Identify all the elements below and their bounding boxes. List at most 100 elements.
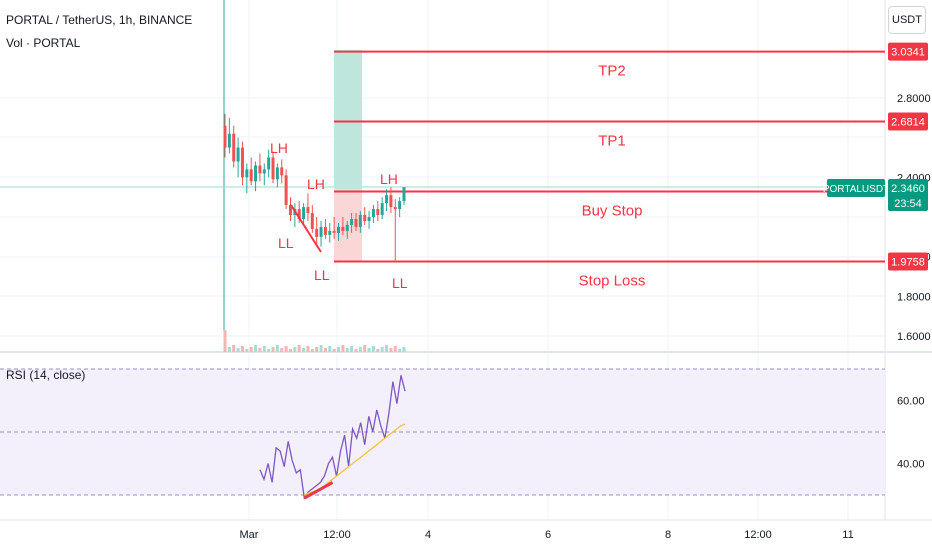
swing-label: LL <box>278 235 294 251</box>
candle-body <box>332 230 336 233</box>
candle-body <box>258 165 262 174</box>
candle-body <box>284 175 288 206</box>
volume-bar <box>240 346 244 352</box>
candle-body <box>267 157 271 170</box>
candle-body <box>380 203 384 216</box>
price-tick-label: 1.8000 <box>897 291 931 303</box>
time-tick-label: 4 <box>425 529 431 541</box>
level-label: Buy Stop <box>582 202 643 219</box>
candle-body <box>398 201 402 210</box>
rsi-tick-label: 40.00 <box>897 459 925 471</box>
volume-bar <box>232 345 236 352</box>
candle-body <box>345 224 349 231</box>
volume-bar <box>345 348 349 352</box>
volume-bar <box>393 346 397 352</box>
candle-body <box>306 207 310 214</box>
candle-body <box>315 228 319 237</box>
rsi-line <box>259 375 406 500</box>
time-tick-label: 12:00 <box>744 529 772 541</box>
volume-bar <box>275 345 279 352</box>
volume-bar <box>245 349 249 352</box>
time-tick-label: 11 <box>842 529 853 541</box>
candle-body <box>288 205 292 216</box>
candle-body <box>262 169 266 174</box>
level-label: TP1 <box>598 133 626 150</box>
candle-body <box>389 195 393 208</box>
level-price-tag-label: 1.9758 <box>891 256 925 268</box>
volume-bar <box>319 345 323 352</box>
symbol-tag-label: PORTALUSDT <box>823 184 889 195</box>
level-label: TP2 <box>598 63 626 80</box>
candle-body <box>367 217 371 221</box>
candle-body <box>350 218 354 225</box>
candle-body <box>249 169 253 182</box>
volume-bar <box>254 345 258 352</box>
candle-body <box>363 215 367 221</box>
volume-bar <box>367 348 371 352</box>
rsi-title: RSI (14, close) <box>6 368 86 382</box>
candle-body <box>354 218 358 227</box>
price-tick-label: 1.6000 <box>897 331 931 343</box>
volume-bar <box>302 348 306 352</box>
volume-legend: Vol · PORTAL <box>6 36 81 50</box>
time-tick-label: Mar <box>240 529 259 541</box>
volume-bar <box>380 347 384 352</box>
volume-bar <box>328 346 332 352</box>
candle-body <box>240 147 244 178</box>
volume-bar <box>236 348 240 352</box>
volume-bar <box>350 346 354 352</box>
current-price-value: 2.3460 <box>891 183 925 195</box>
candle-body <box>271 157 275 180</box>
candle-body <box>254 165 258 182</box>
candle-body <box>302 207 306 219</box>
volume-bar <box>297 345 301 352</box>
volume-bar <box>337 347 341 352</box>
volume-bar <box>376 349 380 352</box>
current-price-tag <box>888 179 928 212</box>
volume-bar <box>227 347 231 352</box>
rsi-tick-label: 60.00 <box>897 396 925 408</box>
volume-bar <box>280 348 284 352</box>
candle-body <box>245 169 249 178</box>
price-tick-label: 2.8000 <box>897 93 931 105</box>
volume-bar <box>310 349 314 352</box>
candle-body <box>328 230 332 235</box>
rsi-divergence-line[interactable] <box>303 481 334 500</box>
level-price-tag <box>888 112 928 131</box>
candle-body <box>227 133 231 148</box>
candle-body <box>341 226 345 231</box>
time-tick-label: 6 <box>545 529 551 541</box>
candle-body <box>402 187 406 202</box>
candle-body <box>376 209 380 216</box>
time-tick-label: 8 <box>665 529 671 541</box>
volume-bar <box>323 348 327 352</box>
volume-bar <box>389 348 393 352</box>
volume-bar <box>354 349 358 352</box>
time-tick-label: 12:00 <box>323 529 351 541</box>
volume-bar <box>371 346 375 352</box>
volume-bar <box>271 347 275 352</box>
candle-body <box>371 209 375 217</box>
volume-bar <box>223 330 227 352</box>
countdown-label: 23:54 <box>894 198 922 210</box>
candle-body <box>280 167 284 176</box>
candle-body <box>323 226 327 235</box>
symbol-tag <box>827 179 885 198</box>
volume-bar <box>258 348 262 352</box>
volume-bar <box>332 349 336 352</box>
volume-bar <box>284 346 288 352</box>
candle-body <box>385 195 389 204</box>
swing-label: LL <box>392 275 408 291</box>
trendline-ll[interactable] <box>290 204 322 253</box>
swing-label: LH <box>380 171 398 187</box>
candle-body <box>393 207 397 210</box>
currency-button[interactable]: USDT <box>888 6 926 34</box>
volume-bar <box>341 345 345 352</box>
volume-bar <box>315 347 319 352</box>
level-price-tag-label: 3.0341 <box>891 47 925 59</box>
volume-bar <box>249 347 253 352</box>
volume-bar <box>288 349 292 352</box>
level-price-tag-label: 2.6814 <box>891 117 925 129</box>
candle-body <box>358 215 362 227</box>
